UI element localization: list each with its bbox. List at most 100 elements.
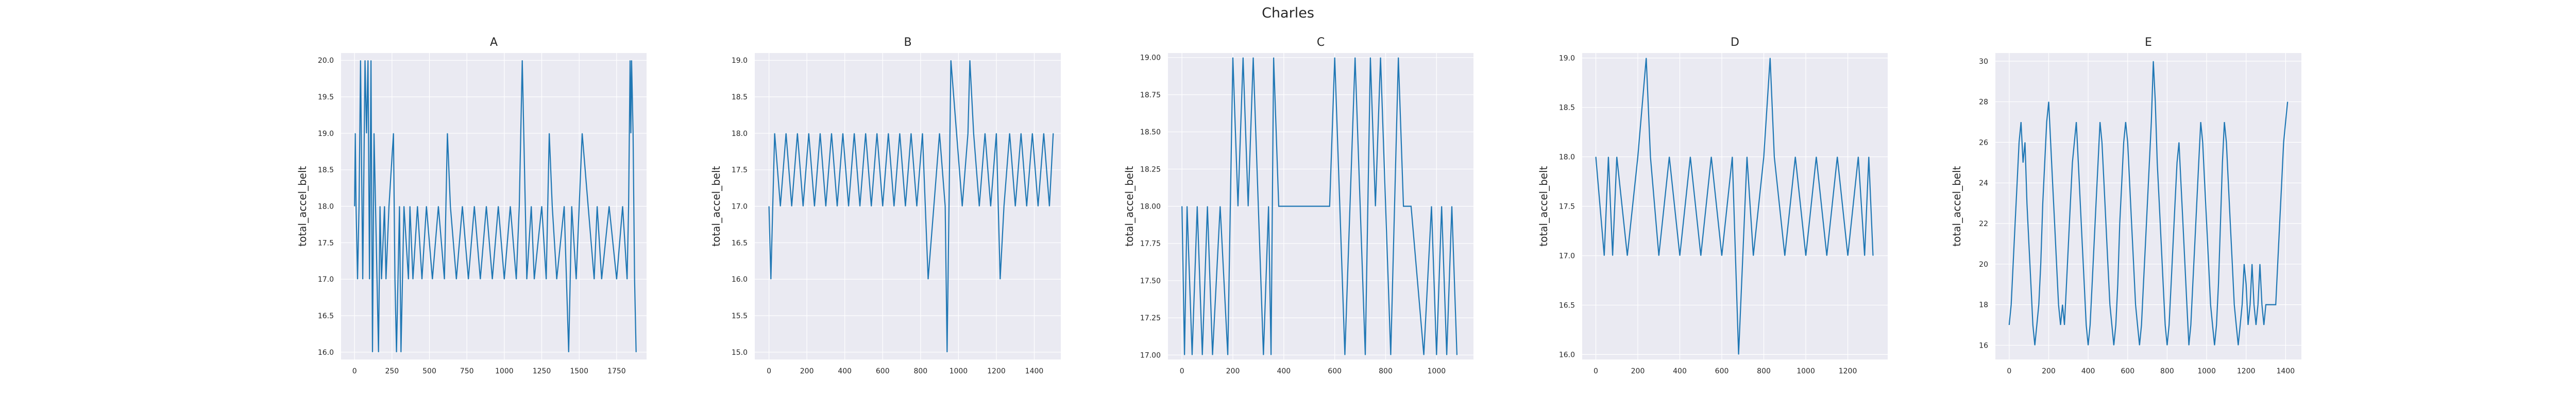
y-tick-label: 18.5 — [1559, 104, 1575, 112]
y-tick-label: 18.25 — [1140, 165, 1161, 174]
x-tick-label: 400 — [838, 367, 852, 375]
x-tick-label: 400 — [1673, 367, 1687, 375]
y-tick-label: 19.0 — [732, 57, 748, 65]
subplot-D: 0 200 400 600 800 1000 1200 16.0 16.5 17.0 17.5 18.… — [1537, 36, 1888, 375]
series-line — [768, 60, 1054, 352]
x-tick-label: 1400 — [2277, 367, 2295, 375]
y-axis-label: total_accel_belt — [1123, 166, 1136, 246]
x-tick-label: 0 — [2007, 367, 2011, 375]
x-tick-label: 0 — [1594, 367, 1598, 375]
y-tick-label: 19.5 — [318, 93, 334, 101]
y-axis-label: total_accel_belt — [710, 166, 722, 246]
x-tick-label: 0 — [352, 367, 357, 375]
plot-area — [1995, 53, 2301, 359]
x-tick-label: 600 — [2121, 367, 2134, 375]
y-tick-label: 30 — [1979, 58, 1988, 66]
y-tick-label: 16.5 — [318, 312, 334, 320]
x-tick-label: 800 — [2160, 367, 2174, 375]
x-tick-label: 1500 — [570, 367, 588, 375]
x-tick-label: 200 — [800, 367, 814, 375]
y-tick-label: 22 — [1979, 220, 1988, 228]
x-tick-label: 1200 — [987, 367, 1006, 375]
x-tick-label: 1000 — [2197, 367, 2216, 375]
x-tick-label: 250 — [385, 367, 399, 375]
y-axis-label: total_accel_belt — [296, 166, 309, 246]
x-tick-label: 1000 — [950, 367, 968, 375]
x-tick-label: 1750 — [607, 367, 626, 375]
x-tick-label: 1200 — [1839, 367, 1857, 375]
y-tick-label: 16.0 — [318, 349, 334, 357]
series-line — [2008, 61, 2289, 346]
y-tick-label: 17.00 — [1140, 351, 1161, 359]
x-tick-label: 400 — [1277, 367, 1291, 375]
y-tick-label: 28 — [1979, 98, 1988, 107]
x-tick-label: 0 — [1180, 367, 1184, 375]
x-tick-label: 200 — [1631, 367, 1645, 375]
subplot-C: 0 200 400 600 800 1000 17.00 17.25 17.50 17.75 18.… — [1123, 36, 1473, 375]
subplot-E: 0 200 400 600 800 1000 1200 1400 16 18 20 22 24 26 28 3… — [1951, 36, 2301, 375]
y-tick-label: 19.00 — [1140, 54, 1161, 62]
y-tick-label: 15.5 — [732, 312, 748, 320]
x-tick-label: 800 — [913, 367, 927, 375]
figure-title: Charles — [1262, 5, 1314, 21]
subplot-title: B — [904, 36, 911, 49]
x-tick-label: 200 — [1226, 367, 1240, 375]
x-tick-label: 1000 — [495, 367, 514, 375]
y-tick-label: 18 — [1979, 301, 1988, 310]
y-tick-label: 17.50 — [1140, 277, 1161, 285]
y-tick-label: 18.0 — [318, 203, 334, 211]
y-tick-label: 15.0 — [732, 349, 748, 357]
x-tick-label: 600 — [876, 367, 890, 375]
y-axis-label: total_accel_belt — [1951, 166, 1963, 246]
y-tick-label: 16 — [1979, 341, 1988, 350]
x-tick-label: 500 — [422, 367, 436, 375]
x-tick-label: 600 — [1328, 367, 1342, 375]
y-tick-label: 18.0 — [1559, 153, 1575, 162]
x-tick-label: 1200 — [2237, 367, 2256, 375]
y-tick-label: 16.0 — [732, 276, 748, 284]
x-tick-label: 1400 — [1025, 367, 1044, 375]
y-tick-label: 18.0 — [732, 130, 748, 138]
x-tick-label: 200 — [2042, 367, 2056, 375]
x-tick-label: 800 — [1757, 367, 1771, 375]
subplot-B: 0 200 400 600 800 1000 1200 1400 15.0 15.5 16.0 16.… — [710, 36, 1061, 375]
y-tick-label: 17.5 — [318, 239, 334, 247]
y-tick-label: 17.0 — [732, 203, 748, 211]
x-tick-label: 600 — [1715, 367, 1729, 375]
y-tick-label: 20.0 — [318, 57, 334, 65]
x-tick-label: 800 — [1379, 367, 1393, 375]
y-tick-label: 18.00 — [1140, 203, 1161, 211]
y-tick-label: 17.5 — [732, 166, 748, 175]
y-tick-label: 16.0 — [1559, 351, 1575, 359]
x-tick-label: 0 — [767, 367, 771, 375]
series-line — [354, 60, 637, 352]
y-tick-label: 19.0 — [1559, 55, 1575, 63]
y-tick-label: 26 — [1979, 139, 1988, 147]
y-tick-label: 18.5 — [318, 166, 334, 175]
y-axis-label: total_accel_belt — [1537, 166, 1550, 246]
x-tick-label: 1000 — [1797, 367, 1815, 375]
y-tick-label: 17.5 — [1559, 203, 1575, 211]
subplot-title: D — [1731, 36, 1739, 49]
y-tick-label: 16.5 — [732, 239, 748, 247]
x-tick-label: 400 — [2081, 367, 2095, 375]
x-tick-label: 1250 — [533, 367, 551, 375]
subplot-title: E — [2145, 36, 2152, 49]
y-tick-label: 18.50 — [1140, 128, 1161, 136]
y-tick-label: 16.5 — [1559, 301, 1575, 310]
y-tick-label: 17.0 — [1559, 252, 1575, 260]
y-tick-label: 17.25 — [1140, 314, 1161, 322]
subplot-title: A — [490, 36, 498, 49]
series-line — [1181, 57, 1458, 355]
y-tick-label: 18.75 — [1140, 91, 1161, 99]
y-tick-label: 17.0 — [318, 276, 334, 284]
x-tick-label: 1000 — [1428, 367, 1446, 375]
y-tick-label: 19.0 — [318, 130, 334, 138]
subplot-A: 0 250 500 750 1000 1250 1500 1750 16.0 16.5 17.0 17… — [296, 36, 647, 375]
subplot-title: C — [1317, 36, 1325, 49]
y-tick-label: 20 — [1979, 261, 1988, 269]
y-tick-label: 18.5 — [732, 93, 748, 101]
y-tick-label: 17.75 — [1140, 240, 1161, 248]
series-line — [1595, 58, 1874, 355]
